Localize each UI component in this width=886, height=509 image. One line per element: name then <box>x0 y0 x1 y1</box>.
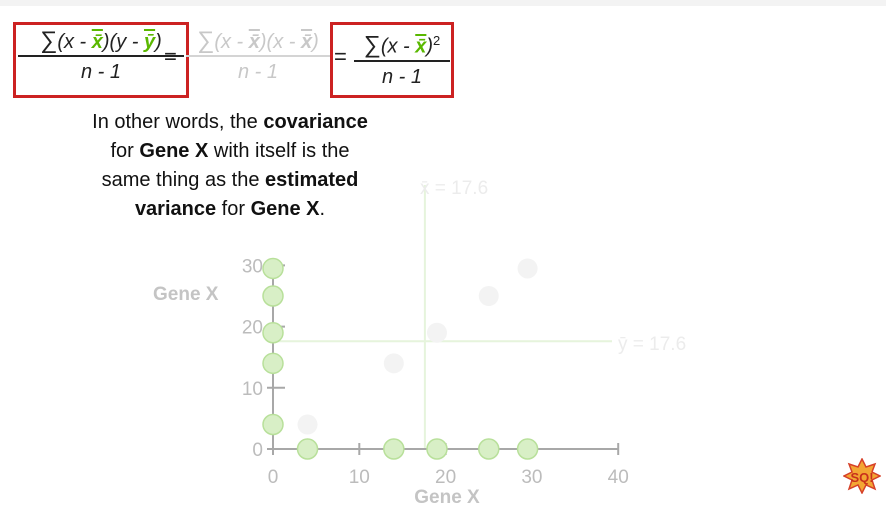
x-axis-label: Gene X <box>414 487 480 508</box>
x-tick-label: 10 <box>349 467 370 488</box>
y-axis-data-point <box>262 285 284 307</box>
x-axis-data-point <box>383 438 405 460</box>
covariance-denominator: n - 1 <box>80 61 122 83</box>
faded-data-point <box>383 353 404 374</box>
variance-numerator: ∑(x - x̄)2 <box>363 31 441 59</box>
top-strip <box>0 0 886 6</box>
variance-formula: ∑(x - x̄)2 n - 1 <box>354 28 450 92</box>
x-axis-data-point <box>516 438 539 460</box>
covariance-formula: ∑(x - x̄)(y - ȳ) n - 1 <box>18 28 184 87</box>
faded-data-point <box>426 322 447 343</box>
covariance-self-formula: ∑(x - x̄)(x - x̄) n - 1 <box>186 28 330 87</box>
x-tick-label: 0 <box>268 467 279 488</box>
mean-y-label: ȳ = 17.6 <box>618 334 686 355</box>
x-tick-label: 40 <box>608 467 629 488</box>
x-bar: x̄ <box>91 31 103 53</box>
covariance-self-numerator: ∑(x - x̄)(x - x̄) <box>197 27 319 54</box>
covariance-formula-box <box>13 22 189 98</box>
x-axis-data-point <box>426 438 448 460</box>
fraction-line <box>18 55 184 57</box>
y-tick-label: 10 <box>242 379 263 400</box>
y-axis-data-point <box>262 257 284 280</box>
equals-sign-2: = <box>334 44 347 69</box>
y-axis-data-point <box>262 413 284 436</box>
statquest-logo: SQ! <box>843 458 881 494</box>
x-axis-data-point <box>478 438 500 460</box>
equals-sign-1: = <box>164 44 177 69</box>
variance-denominator: n - 1 <box>381 65 423 88</box>
fraction-line <box>186 55 330 57</box>
faded-data-point <box>478 286 499 306</box>
faded-data-point <box>517 258 538 279</box>
explanation-caption: In other words, the covariance for Gene … <box>92 111 368 220</box>
y-bar: ȳ <box>143 31 156 53</box>
y-tick-label: 20 <box>242 318 263 339</box>
svg-text:SQ!: SQ! <box>850 470 873 485</box>
faded-data-point <box>297 414 318 435</box>
sum-symbol: ∑ <box>40 27 58 54</box>
y-tick-label: 30 <box>242 256 263 277</box>
mean-x-label: x̄ = 17.6 <box>420 178 488 199</box>
covariance-self-denominator: n - 1 <box>237 61 279 83</box>
variance-formula-box <box>330 22 454 98</box>
y-tick-label: 0 <box>252 440 263 461</box>
y-axis-data-point <box>262 321 284 344</box>
covariance-numerator: ∑(x - x̄)(y - ȳ) <box>40 27 162 54</box>
x-axis-data-point <box>296 438 319 460</box>
y-axis-label: Gene X <box>153 284 219 305</box>
x-tick-label: 20 <box>435 467 456 488</box>
y-axis-data-point <box>262 352 284 375</box>
x-tick-label: 30 <box>521 467 542 488</box>
fraction-line <box>354 59 450 62</box>
